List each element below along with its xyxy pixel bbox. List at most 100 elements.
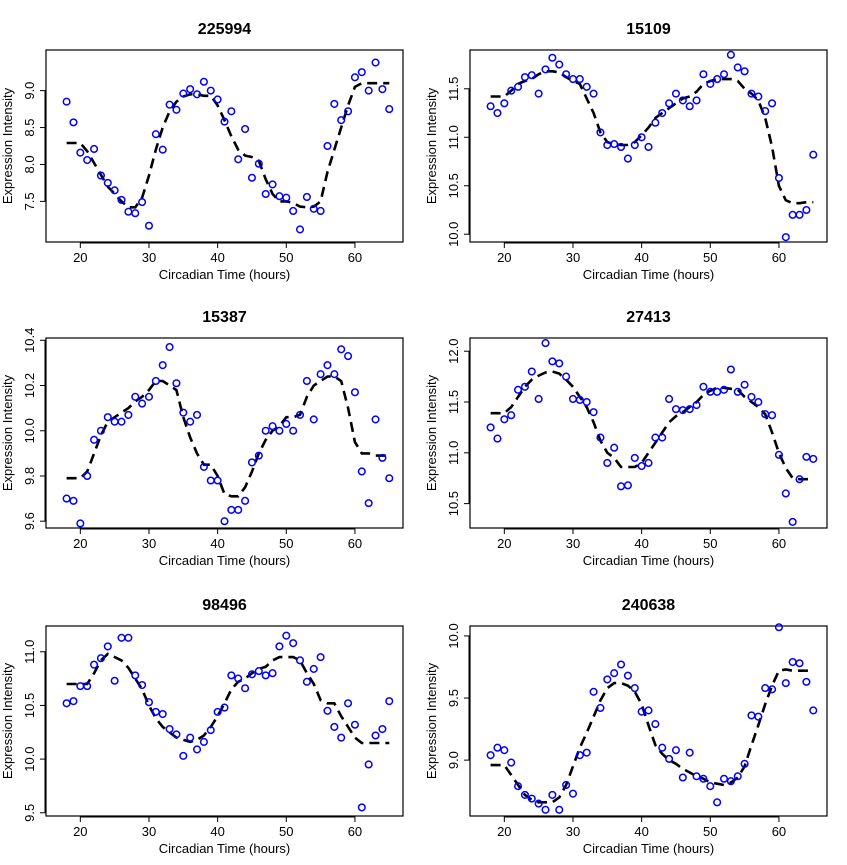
data-point	[582, 82, 591, 91]
data-point	[323, 141, 332, 151]
y-tick-label: 12.0	[446, 339, 461, 364]
y-axis: 9.5 10.0 10.5 11.0	[22, 640, 46, 822]
observed-points	[486, 50, 818, 242]
data-point	[596, 128, 605, 137]
data-point	[234, 674, 243, 683]
data-point	[507, 86, 516, 95]
y-axis-label: Expression Intensity	[0, 374, 15, 491]
data-point	[699, 774, 708, 783]
data-point	[165, 342, 174, 352]
data-point	[568, 394, 578, 404]
data-point	[172, 379, 181, 388]
y-tick-label: 11.0	[446, 441, 461, 465]
data-point	[713, 387, 722, 396]
data-point	[316, 370, 325, 379]
plot-frame	[45, 625, 404, 817]
x-axis: 20 30 40 50 60	[73, 242, 362, 265]
data-point	[378, 725, 387, 734]
data-point	[500, 99, 509, 108]
y-tick-label: 9.5	[446, 689, 461, 707]
observed-points	[62, 631, 394, 812]
data-point	[733, 63, 742, 72]
x-tick-label: 30	[142, 536, 156, 551]
y-tick-label: 10.2	[22, 373, 37, 398]
data-point	[295, 225, 305, 234]
data-point	[117, 195, 126, 204]
data-point	[589, 687, 598, 696]
data-point	[616, 142, 626, 152]
data-point	[227, 107, 236, 116]
data-point	[323, 706, 332, 715]
data-point	[254, 667, 263, 676]
data-point	[761, 684, 770, 693]
x-axis: 20 30 40 50 60	[497, 242, 786, 265]
data-point	[713, 75, 722, 84]
data-point	[486, 423, 495, 432]
data-point	[117, 417, 126, 426]
data-point	[514, 782, 523, 791]
data-point	[575, 395, 584, 405]
x-tick-label: 20	[497, 250, 511, 265]
data-point	[138, 198, 147, 207]
data-point	[562, 372, 571, 381]
data-point	[309, 204, 318, 213]
data-point	[357, 803, 366, 812]
data-point	[555, 359, 564, 368]
data-point	[692, 401, 701, 410]
data-point	[138, 680, 147, 690]
data-point	[706, 79, 715, 88]
data-point	[110, 186, 119, 195]
y-tick-label: 9.6	[22, 512, 37, 530]
data-point	[83, 682, 92, 691]
x-tick-label: 50	[703, 536, 717, 551]
data-point	[254, 451, 263, 460]
data-point	[364, 760, 373, 769]
data-point	[795, 659, 804, 668]
y-tick-label: 11.0	[22, 640, 37, 664]
data-point	[514, 385, 523, 394]
y-axis-label: Expression Intensity	[424, 87, 439, 204]
data-point	[69, 697, 78, 706]
data-point	[699, 70, 708, 79]
fit-line	[490, 668, 814, 804]
data-point	[768, 411, 777, 420]
data-point	[186, 85, 195, 94]
data-point	[69, 118, 78, 127]
data-point	[610, 140, 619, 149]
data-point	[357, 68, 366, 77]
y-tick-label: 9.0	[446, 751, 461, 769]
fit-line	[66, 375, 390, 498]
data-point	[665, 754, 674, 763]
x-tick-label: 20	[497, 824, 511, 839]
data-point	[623, 154, 632, 163]
data-point	[733, 387, 742, 396]
data-point	[795, 210, 804, 219]
data-point	[275, 642, 284, 651]
data-point	[110, 676, 119, 685]
data-point	[575, 75, 584, 84]
data-point	[199, 77, 208, 86]
x-axis: 20 30 40 50 60	[497, 816, 786, 839]
data-point	[665, 99, 674, 108]
data-point	[548, 53, 557, 62]
data-point	[357, 467, 366, 476]
x-tick-label: 50	[279, 536, 293, 551]
x-axis-label: Circadian Time (hours)	[159, 841, 291, 856]
chart-title: 27413	[626, 309, 671, 326]
data-point	[658, 433, 667, 442]
data-point	[562, 70, 571, 79]
data-point	[378, 453, 387, 462]
plot-frame	[469, 625, 828, 817]
data-point	[548, 790, 557, 799]
x-tick-label: 50	[279, 250, 293, 265]
data-point	[385, 474, 394, 483]
data-point	[261, 671, 270, 680]
x-tick-label: 60	[772, 824, 786, 839]
data-point	[69, 496, 78, 505]
data-point	[726, 50, 735, 59]
data-point	[350, 388, 359, 397]
data-point	[740, 67, 749, 76]
y-tick-label: 9.0	[22, 82, 37, 100]
data-point	[302, 376, 311, 386]
x-tick-label: 30	[566, 536, 580, 551]
